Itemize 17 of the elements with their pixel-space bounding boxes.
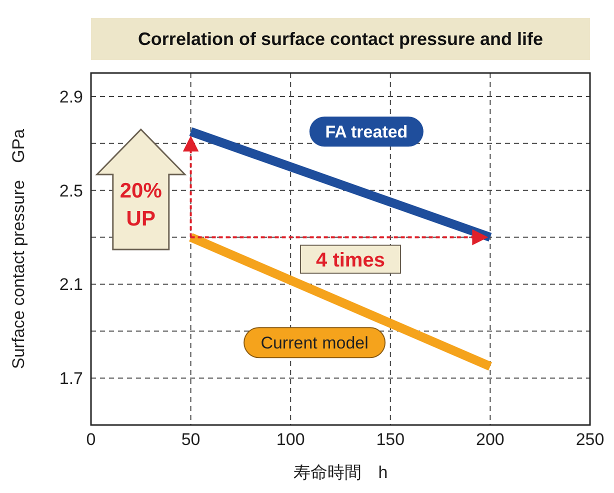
x-tick-label: 150 [376, 430, 405, 450]
chart-title: Correlation of surface contact pressure and life [91, 18, 590, 60]
x-tick-label: 200 [476, 430, 504, 450]
text: FA treated [325, 122, 408, 142]
y-tick-label: 2.1 [59, 275, 83, 294]
x-tick-label: 250 [576, 430, 604, 450]
x-axis-title: 寿命時間 h [293, 463, 388, 482]
y-tick-label: 2.9 [59, 88, 83, 106]
y-tick-label: 2.5 [59, 181, 83, 200]
x-tick-label: 0 [86, 430, 96, 450]
series-label: Current model [260, 334, 368, 353]
y-axis-title: Surface contact pressure GPa [9, 128, 28, 370]
annotation: 4 times [316, 249, 385, 272]
x-tick-label: 50 [181, 430, 200, 450]
x-tick-label: 100 [276, 430, 305, 450]
y-tick-label: 1.7 [59, 369, 83, 388]
annotation: 20% UP [120, 179, 162, 230]
